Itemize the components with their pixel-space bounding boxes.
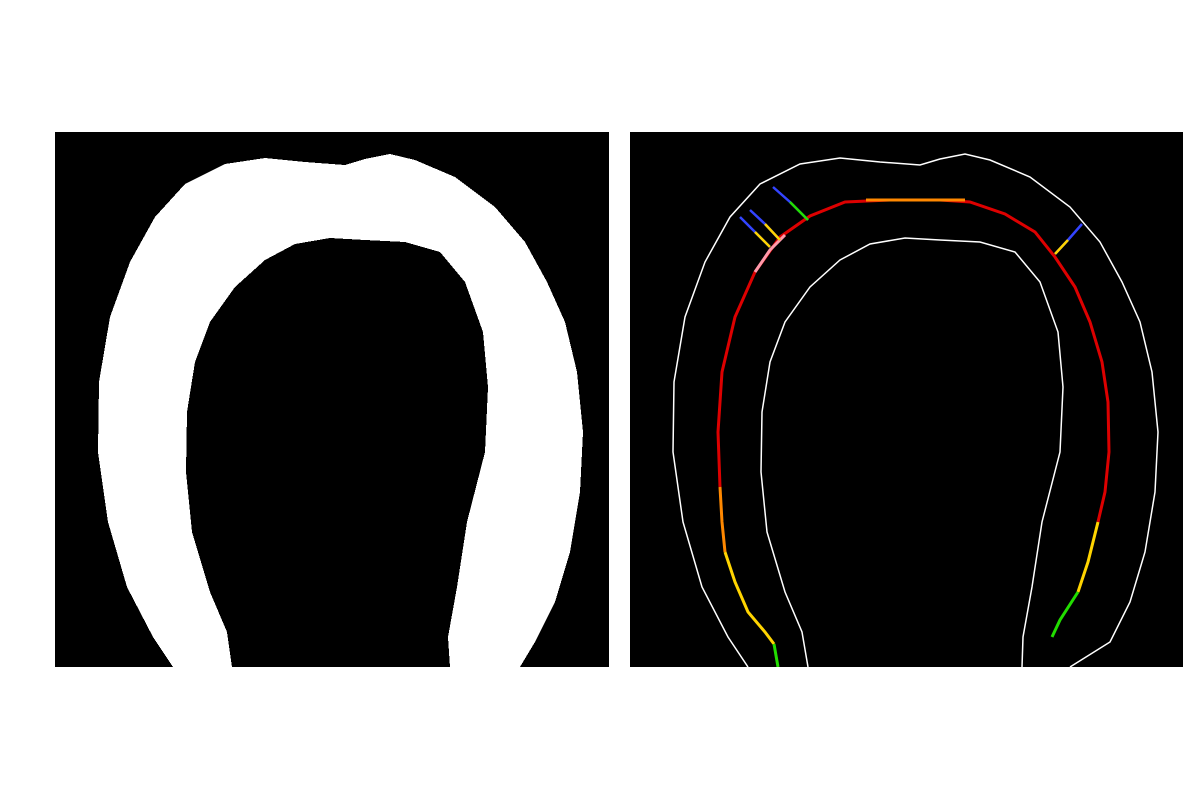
- spur-branch-right-tail: [1054, 239, 1069, 255]
- medial-axis-orange: [718, 486, 727, 553]
- medial-axis-green: [772, 643, 780, 667]
- medial-axis-yellow: [723, 551, 776, 645]
- horseshoe-mask-image: [98, 154, 583, 667]
- spur-branch-1-tail: [789, 201, 809, 221]
- medial-axis-right-yellow: [1076, 521, 1100, 593]
- spur-branch-3-tail: [754, 231, 771, 248]
- outer-contour: [672, 153, 1159, 667]
- spur-branch-2-tail: [764, 223, 781, 241]
- medial-axis-right-green: [1050, 591, 1080, 638]
- medial-axis-red: [716, 198, 1111, 523]
- skeleton-overlay-panel: [630, 132, 1183, 667]
- inner-contour: [760, 237, 1064, 667]
- binary-mask-panel: [55, 132, 609, 667]
- skeleton-overlay-image: [672, 153, 1159, 667]
- horseshoe-mask-shape: [98, 154, 583, 667]
